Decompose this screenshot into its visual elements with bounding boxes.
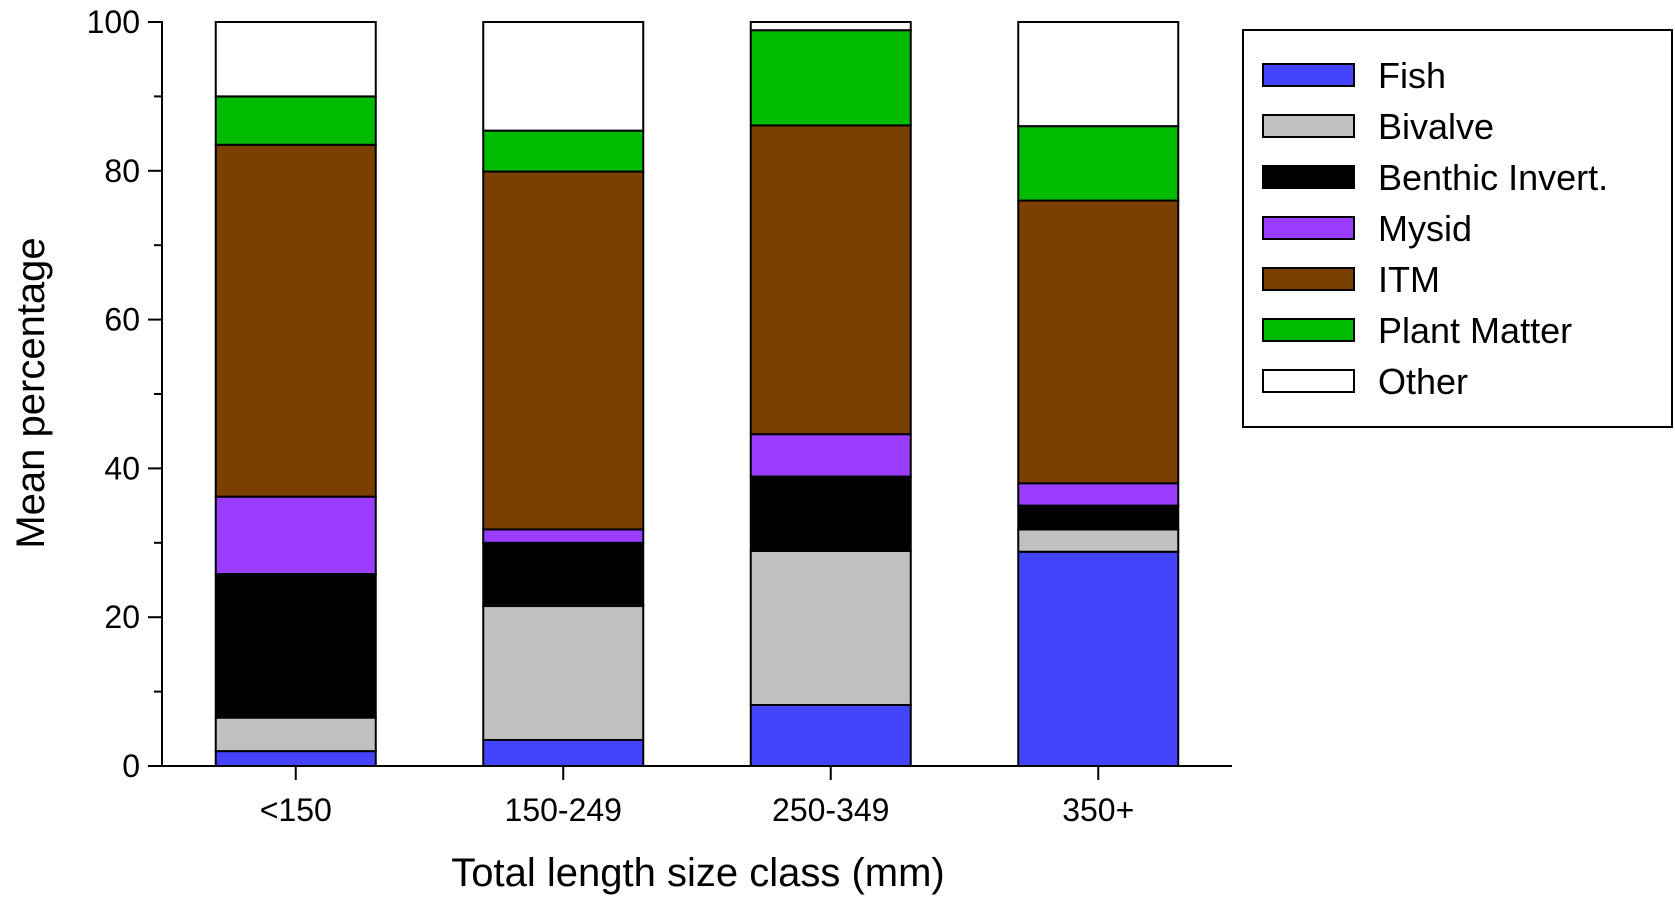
bar-segment (482, 21, 645, 132)
bar-segment (749, 21, 912, 32)
bar-segment (749, 124, 912, 436)
legend-swatch (1262, 63, 1355, 87)
bar-segment (1017, 504, 1180, 531)
legend-label: Other (1378, 361, 1468, 402)
bar-segment (482, 528, 645, 544)
legend-swatch (1262, 165, 1355, 189)
bar-segment (749, 475, 912, 552)
legend-label: Bivalve (1378, 106, 1494, 147)
x-tick-label: 250-349 (772, 792, 889, 828)
bar-segment (482, 605, 645, 741)
y-tick-label: 60 (104, 302, 140, 338)
bar-segment (482, 541, 645, 608)
bar-segment (1017, 125, 1180, 202)
bar-segment (214, 143, 377, 498)
legend-swatch (1262, 267, 1355, 291)
bars-layer (214, 21, 1180, 768)
x-tick-label: <150 (260, 792, 332, 828)
y-tick-label: 40 (104, 450, 140, 486)
legend-label: Mysid (1378, 208, 1472, 249)
bar-segment (482, 738, 645, 768)
bar-segment (749, 29, 912, 127)
bar-segment (749, 433, 912, 478)
bar-segment (214, 716, 377, 753)
axes-layer: 0 20 40 60 80 100 <150 150-249 250-349 350+ (87, 4, 1232, 828)
legend-label: ITM (1378, 259, 1440, 300)
bar-segment (214, 495, 377, 576)
y-tick-label: 100 (87, 4, 140, 40)
x-tick-label: 350+ (1062, 792, 1134, 828)
bar-segment (1017, 199, 1180, 485)
bar-segment (482, 170, 645, 531)
legend-label: Plant Matter (1378, 310, 1572, 351)
legend: Fish Bivalve Benthic Invert. Mysid ITM Plant … (1242, 29, 1673, 428)
bar-segment (1017, 528, 1180, 553)
bar-segment (214, 573, 377, 719)
bar-segment (749, 549, 912, 706)
bar-segment (214, 750, 377, 767)
bar-segment (482, 129, 645, 173)
legend-swatch (1262, 318, 1355, 342)
bar-segment (214, 21, 377, 98)
bar-segment (214, 95, 377, 146)
legend-label: Fish (1378, 55, 1446, 96)
bar-segment (1017, 482, 1180, 507)
bar-segment (1017, 550, 1180, 767)
y-tick-label: 0 (122, 748, 140, 784)
bar-segment (749, 703, 912, 767)
y-axis-title: Mean percentage (9, 237, 53, 548)
legend-swatch (1262, 369, 1355, 393)
y-tick-label: 20 (104, 599, 140, 635)
y-tick-label: 80 (104, 153, 140, 189)
x-axis-title: Total length size class (mm) (451, 851, 944, 895)
x-tick-label: 150-249 (505, 792, 622, 828)
legend-swatch (1262, 216, 1355, 240)
bar-segment (1017, 21, 1180, 128)
legend-label: Benthic Invert. (1378, 157, 1608, 198)
legend-swatch (1262, 114, 1355, 138)
